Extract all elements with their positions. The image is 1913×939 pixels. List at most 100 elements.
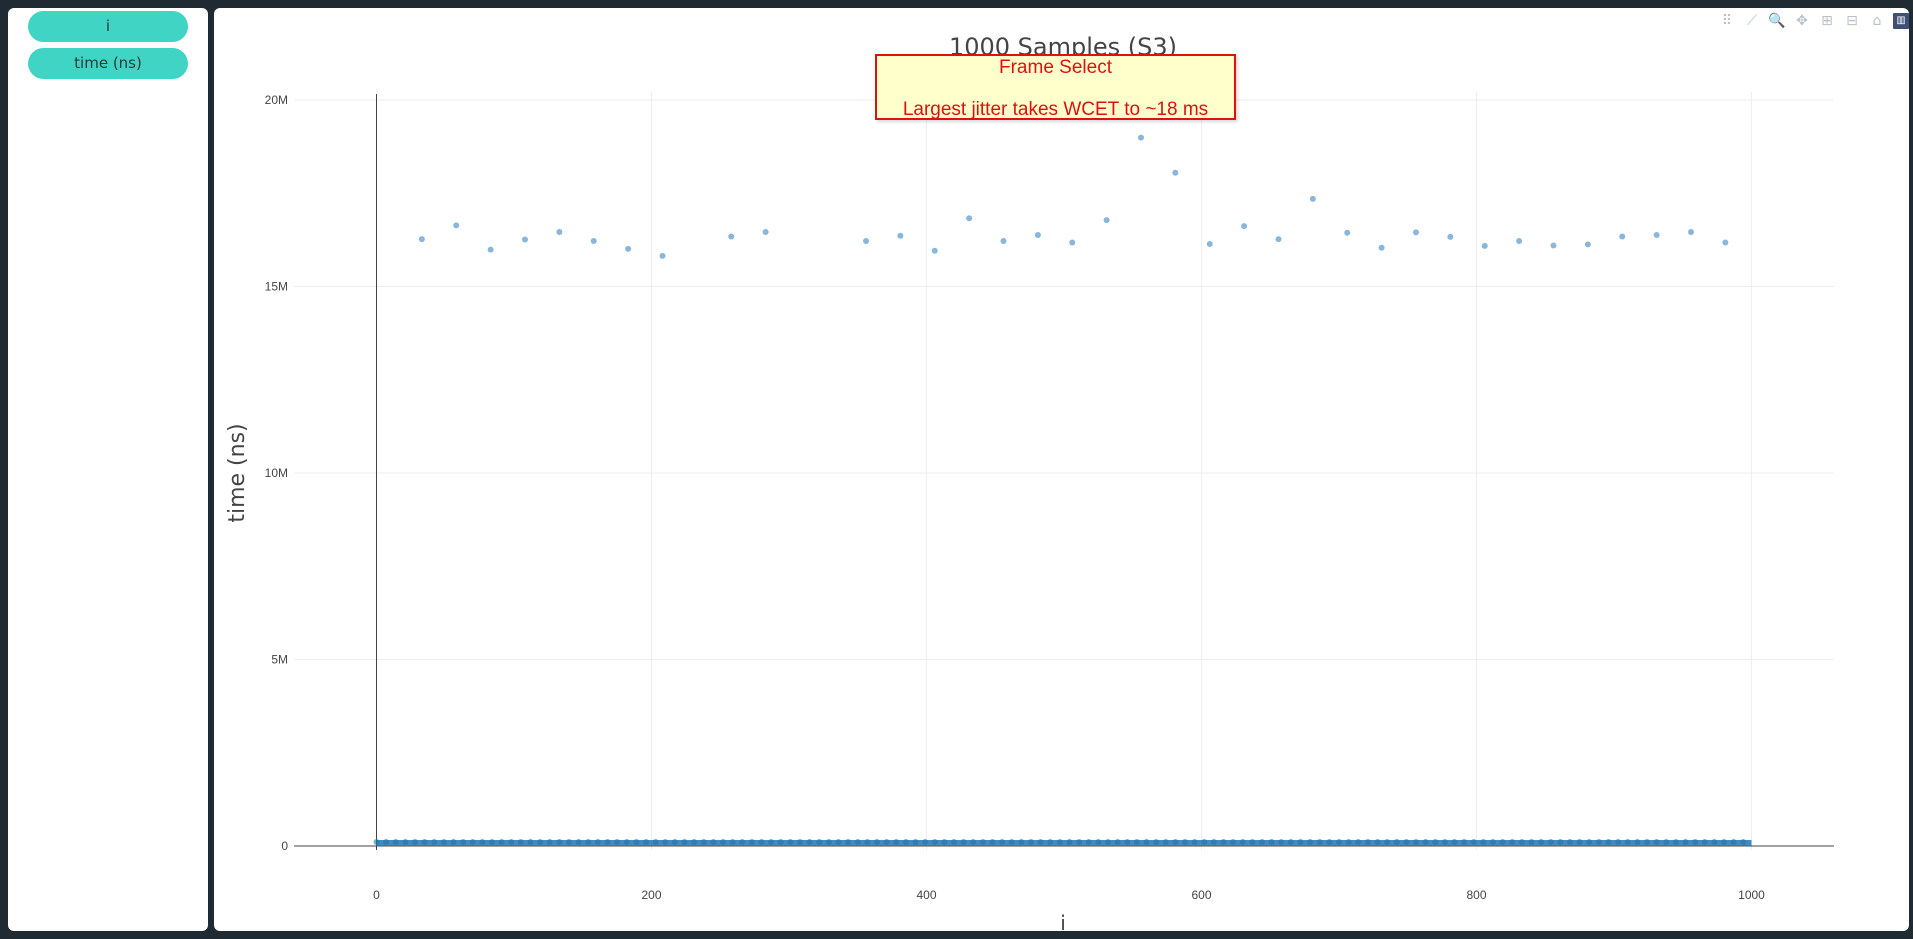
data-point [863, 237, 869, 244]
data-point-baseline [1672, 839, 1679, 846]
data-point-baseline [1124, 839, 1131, 846]
home-icon[interactable]: ⌂ [1872, 13, 1882, 29]
data-point-baseline [1586, 839, 1593, 846]
data-point [728, 233, 735, 240]
data-point-baseline [1239, 839, 1246, 846]
data-point-baseline [902, 839, 909, 846]
x-tick-label: 800 [1466, 888, 1486, 902]
data-point-baseline [1692, 839, 1699, 846]
data-point [418, 236, 425, 243]
baseline-points-band [376, 840, 1752, 847]
data-point-baseline [681, 839, 688, 846]
y-tick-label: 20M [265, 93, 288, 107]
data-point-baseline [816, 839, 823, 846]
data-point-baseline [652, 839, 659, 846]
data-point-baseline [1547, 839, 1554, 846]
zoom-icon[interactable]: 🔍 [1768, 13, 1786, 29]
y-tick-label: 0 [281, 839, 288, 853]
data-point-baseline [797, 839, 803, 846]
data-point-baseline [1701, 839, 1708, 846]
data-point-baseline [912, 839, 919, 846]
data-point-baseline [566, 839, 572, 846]
zoom-in-icon[interactable]: ⊞ [1821, 13, 1833, 29]
data-point-baseline [1345, 839, 1352, 846]
plotly-logo-icon[interactable]: ▥ [1893, 13, 1909, 29]
data-point-baseline [874, 839, 880, 846]
data-point-baseline [1028, 839, 1034, 846]
data-point-baseline [710, 839, 717, 846]
data-point-baseline [1644, 839, 1650, 846]
plot-modebar: ⠿ ⟋ 🔍 ✥ ⊞ ⊟ ⌂ ▥ [1718, 10, 1909, 32]
data-point-baseline [662, 839, 669, 846]
data-point-baseline [1278, 839, 1285, 846]
data-point-baseline [1509, 839, 1516, 846]
data-point-baseline [643, 839, 649, 846]
data-point-baseline [1172, 839, 1179, 846]
data-point [1653, 232, 1660, 239]
data-point-baseline [979, 839, 986, 846]
data-point-baseline [989, 839, 996, 846]
data-point [453, 222, 460, 229]
data-point-baseline [1634, 839, 1641, 846]
data-point-baseline [421, 839, 428, 846]
data-point-baseline [720, 839, 726, 846]
data-point [931, 247, 938, 254]
data-point-baseline [729, 839, 736, 846]
data-point-baseline [1133, 839, 1140, 846]
data-point-baseline [1316, 839, 1323, 846]
data-point-baseline [1018, 839, 1025, 846]
zoom-out-icon[interactable]: ⊟ [1846, 13, 1858, 29]
data-point-baseline [1490, 839, 1496, 846]
data-point-baseline [1085, 839, 1092, 846]
data-point-baseline [854, 839, 861, 846]
data-point-baseline [1153, 839, 1160, 846]
variable-button-time[interactable]: time (ns) [28, 48, 188, 79]
data-point-baseline [1355, 839, 1362, 846]
data-point-baseline [1336, 839, 1342, 846]
data-point-baseline [383, 839, 390, 846]
line-icon[interactable]: ⟋ [1747, 13, 1757, 29]
data-point-baseline [883, 839, 890, 846]
data-point-baseline [1105, 839, 1111, 846]
plot-panel: 0 200 400 600 800 1000 0 5M 10M 15M 20M 1000 Sample… [214, 8, 1909, 931]
data-point [1722, 239, 1729, 246]
data-point [1481, 242, 1488, 249]
variable-button-i[interactable]: i [28, 11, 188, 42]
annotation-line-1: Frame Select [999, 57, 1112, 78]
data-point [1000, 237, 1007, 244]
data-point-baseline [1480, 839, 1487, 846]
pan-icon[interactable]: ✥ [1796, 13, 1808, 29]
data-point-baseline [373, 839, 380, 846]
data-point-baseline [1393, 839, 1400, 846]
data-point-baseline [1143, 839, 1150, 846]
data-point-baseline [1413, 839, 1419, 846]
data-point-baseline [931, 839, 938, 846]
data-point [897, 232, 904, 239]
data-point-baseline [1605, 839, 1612, 846]
y-tick-label: 5M [271, 653, 288, 667]
data-point-baseline [1403, 839, 1410, 846]
data-point-baseline [1682, 839, 1689, 846]
data-point-baseline [1595, 839, 1602, 846]
data-point-baseline [633, 839, 640, 846]
data-point-baseline [1557, 839, 1564, 846]
data-point-baseline [1538, 839, 1545, 846]
data-point [762, 229, 769, 236]
scatter-icon[interactable]: ⠿ [1721, 13, 1733, 29]
data-point [1069, 239, 1076, 246]
y-axis-label: time (ns) [225, 423, 250, 522]
data-point-baseline [806, 839, 813, 846]
data-point-baseline [489, 839, 495, 846]
data-point-baseline [402, 839, 409, 846]
data-point-baseline [835, 839, 842, 846]
data-point-baseline [825, 839, 832, 846]
data-point-baseline [1653, 839, 1660, 846]
data-point [1275, 236, 1282, 243]
x-axis-label: i [1060, 911, 1066, 931]
annotation-line-2: Largest jitter takes WCET to ~18 ms [902, 99, 1209, 120]
data-point-baseline [1076, 839, 1083, 846]
data-point-baseline [479, 839, 486, 846]
data-point-baseline [1326, 839, 1333, 846]
data-point-baseline [614, 839, 621, 846]
